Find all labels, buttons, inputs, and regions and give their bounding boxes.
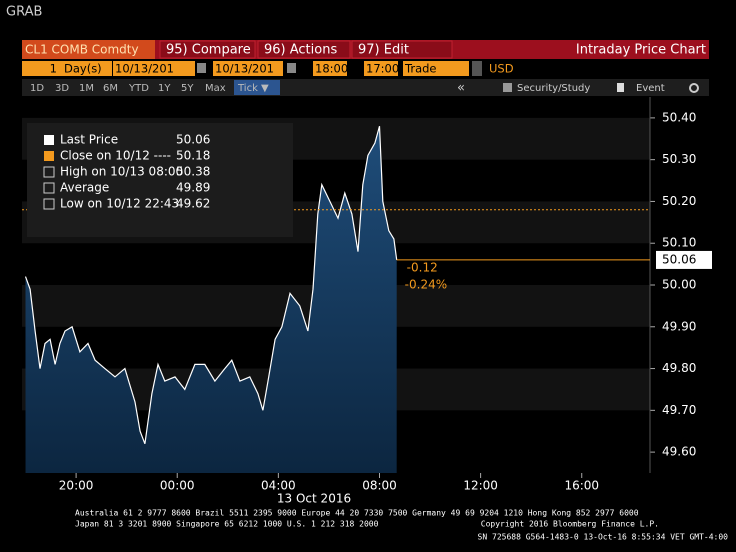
x-axis-label: 13 Oct 2016: [277, 492, 351, 506]
security-icon[interactable]: [503, 83, 512, 92]
legend-value: 50.38: [176, 165, 210, 179]
legend-icon: [43, 198, 55, 210]
calendar-icon[interactable]: [197, 63, 206, 73]
y-tick-label: 50.00: [662, 278, 696, 292]
range-bar: [22, 79, 709, 96]
legend-value: 49.62: [176, 197, 210, 211]
range-button[interactable]: 6M: [103, 83, 118, 94]
window-title: GRAB: [6, 5, 42, 20]
footer-contacts: Japan 81 3 3201 8900 Singapore 65 6212 1…: [75, 520, 379, 529]
range-selected[interactable]: [234, 80, 280, 95]
setting-field[interactable]: Trade: [404, 62, 437, 76]
legend-value: 49.89: [176, 181, 210, 195]
toolbar-button[interactable]: [159, 40, 256, 59]
setting-start-time[interactable]: 18:00: [315, 62, 348, 76]
legend-icon: [43, 166, 55, 178]
setting-start-date[interactable]: 10/13/201: [115, 62, 174, 76]
input-box[interactable]: [313, 61, 347, 76]
y-tick-label: 50.40: [662, 110, 696, 124]
toolbar-title: Intraday Price Chart: [576, 43, 706, 58]
label-bg: [349, 61, 357, 76]
input-box[interactable]: [213, 61, 283, 76]
legend-icon: [43, 182, 55, 194]
legend-box: [27, 123, 293, 237]
legend-icon: [44, 135, 54, 145]
input-box[interactable]: [22, 61, 60, 76]
footer-contacts: Australia 61 2 9777 8600 Brazil 5511 239…: [75, 509, 639, 518]
range-button[interactable]: 1D: [30, 83, 44, 94]
toolbar-button[interactable]: [257, 40, 351, 59]
legend-label: Last Price: [60, 133, 118, 147]
y-tick-label: 49.80: [662, 361, 696, 375]
change-label: -0.12: [407, 260, 438, 274]
range-button[interactable]: 1M: [79, 83, 94, 94]
area: [25, 126, 397, 473]
setting-end-date[interactable]: 10/13/201: [215, 62, 274, 76]
change-pct-label: -0.24%: [405, 277, 447, 291]
legend-label: Average: [60, 181, 109, 195]
toolbar-button-label[interactable]: 97) Edit: [358, 43, 409, 58]
price-line: [24, 126, 398, 445]
x-tick-label: 08:00: [362, 479, 397, 493]
range-button[interactable]: YTD: [128, 83, 149, 94]
setting-time-sep: -: [352, 62, 356, 76]
event-icon[interactable]: [617, 83, 624, 92]
range-button[interactable]: 3D: [55, 83, 69, 94]
input-box[interactable]: [113, 61, 195, 76]
range-button[interactable]: Tick ▼: [237, 83, 269, 94]
range-button[interactable]: 5Y: [181, 83, 194, 94]
input-box[interactable]: [364, 61, 398, 76]
y-tick-label: 49.60: [662, 445, 696, 459]
input-box[interactable]: [403, 61, 469, 76]
toolbar-right-button[interactable]: Security/Study: [517, 83, 590, 94]
legend-value: 50.18: [176, 149, 210, 163]
security[interactable]: CL1 COMB Comdty: [25, 43, 139, 57]
x-tick-label: 04:00: [261, 479, 296, 493]
y-tick-label: 50.20: [662, 194, 696, 208]
toolbar-button-label[interactable]: 96) Actions: [264, 43, 337, 58]
setting-currency: USD: [489, 62, 514, 76]
x-tick-label: 20:00: [59, 479, 94, 493]
y-tick-label: 50.10: [662, 236, 696, 250]
setting-unit: Day(s): [64, 62, 102, 76]
calendar-icon[interactable]: [287, 63, 296, 73]
legend-label: Close on 10/12 ----: [60, 149, 171, 163]
legend-icon: [44, 151, 54, 161]
y-tick-label: 50.30: [662, 152, 696, 166]
label-bg: [61, 61, 111, 76]
setting-end-time[interactable]: 17:00: [366, 62, 399, 76]
x-tick-label: 12:00: [463, 479, 498, 493]
setting-count[interactable]: 1: [50, 62, 57, 76]
range-button[interactable]: 1Y: [158, 83, 171, 94]
legend-value: 50.06: [176, 133, 210, 147]
toolbar-right-button[interactable]: Event: [636, 83, 665, 94]
toolbar-button[interactable]: [351, 40, 453, 59]
toolbar-button-label[interactable]: 95) Compare: [166, 43, 251, 58]
footer-copyright: Copyright 2016 Bloomberg Finance L.P.: [481, 520, 659, 529]
y-tick-label: 49.90: [662, 319, 696, 333]
footer-status: SN 725688 G564-1483-0 13-Oct-16 8:55:34 …: [478, 533, 729, 542]
security-box[interactable]: [22, 40, 155, 59]
y-tick-label: 49.70: [662, 403, 696, 417]
toolbar-right-button[interactable]: «: [457, 81, 465, 96]
legend-label: Low on 10/12 22:43: [60, 197, 179, 211]
range-button[interactable]: Max: [205, 83, 226, 94]
x-tick-label: 16:00: [564, 479, 599, 493]
last-price-box: [656, 250, 712, 269]
x-tick-label: 00:00: [160, 479, 195, 493]
dropdown[interactable]: [472, 61, 482, 76]
settings-icon[interactable]: [689, 83, 699, 93]
last-price-label: 50.06: [662, 252, 696, 266]
unit-bg: [60, 61, 112, 76]
legend-label: High on 10/13 08:00: [60, 165, 183, 179]
